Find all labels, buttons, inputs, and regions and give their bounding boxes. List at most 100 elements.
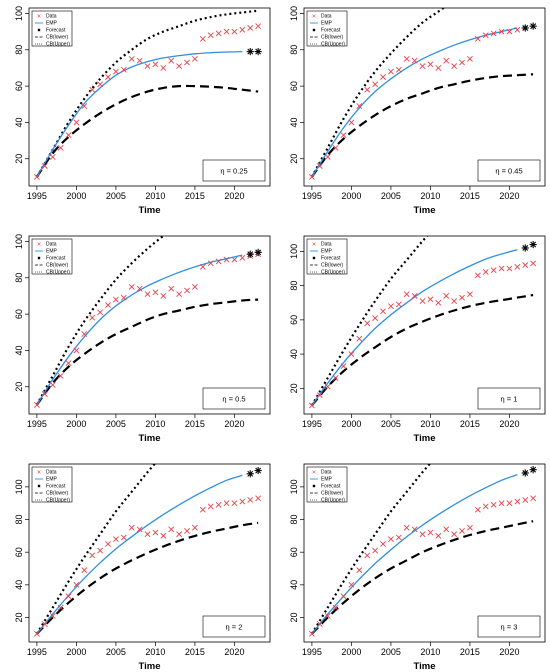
data-point [152, 529, 159, 536]
data-point [514, 263, 521, 270]
data-point [316, 163, 323, 169]
legend-forecast-marker [37, 484, 41, 488]
data-point [128, 283, 135, 290]
legend-entry-label: CB(Upper) [46, 42, 70, 48]
plot-area [33, 9, 262, 180]
data-point [419, 298, 426, 304]
x-tick-label: 2015 [460, 419, 480, 429]
legend-entry-label: CB(Upper) [321, 42, 345, 48]
x-axis-title: Time [138, 661, 160, 672]
data-point [467, 55, 473, 62]
forecast-point [254, 466, 262, 475]
data-point [57, 604, 64, 611]
data-point [239, 26, 246, 33]
y-tick-label: 20 [14, 612, 24, 622]
data-point [73, 347, 80, 354]
data-point [435, 65, 442, 71]
data-point [498, 28, 505, 35]
plot-frame [303, 235, 546, 415]
legend-entry-label: Data [46, 242, 57, 248]
data-point [387, 303, 394, 310]
x-axis-title: Time [138, 205, 160, 216]
data-point [506, 28, 513, 35]
data-point [112, 296, 119, 303]
chart-panel-2: 1995 2000 2005 2010 2015 202020406080100TimeD… [289, 6, 546, 216]
data-point [57, 372, 64, 379]
eta-label-box: η = 0.25 [202, 159, 266, 182]
x-tick-label: 1995 [302, 191, 322, 201]
data-point [316, 392, 323, 399]
y-tick-label: 60 [289, 81, 299, 91]
data-point [380, 74, 386, 80]
lower-bound-line [311, 520, 534, 635]
lower-bound-line [35, 84, 259, 178]
x-axis-title: Time [413, 205, 435, 216]
data-point [128, 55, 135, 62]
plot-frame [28, 463, 271, 643]
data-point [33, 630, 40, 637]
data-point [231, 500, 238, 507]
x-tick-label: 2010 [145, 647, 165, 657]
data-point [81, 103, 88, 109]
eta-label: η = 0.45 [495, 166, 522, 175]
data-point [144, 291, 151, 298]
data-point [57, 144, 64, 151]
data-point [160, 65, 167, 71]
data-point [522, 497, 529, 503]
legend-entry-label: CB(lower) [46, 263, 69, 269]
data-point [482, 32, 489, 39]
x-tick-label: 2020 [499, 647, 519, 657]
upper-bound-line [35, 236, 166, 406]
eta-label-box: η = 1 [477, 387, 541, 410]
x-tick-label: 2015 [460, 191, 480, 201]
data-point [231, 256, 238, 263]
data-point [136, 526, 143, 533]
data-point [207, 260, 214, 267]
upper-bound-line [35, 9, 259, 178]
x-tick-label: 2005 [381, 419, 401, 429]
data-point [490, 30, 497, 37]
data-point [49, 612, 56, 619]
plot-area [308, 464, 537, 637]
y-tick-label: 100 [14, 479, 24, 494]
data-point [255, 495, 262, 502]
y-tick-label: 100 [289, 244, 299, 259]
forecast-point [521, 244, 529, 252]
plot-frame [28, 235, 271, 415]
data-point [168, 285, 175, 292]
data-point [474, 272, 481, 279]
legend-entry-label: Forecast [321, 484, 341, 490]
data-point [332, 604, 339, 611]
data-point [41, 391, 48, 397]
x-tick-label: 1995 [302, 419, 322, 429]
data-point [65, 593, 72, 600]
eta-label-box: η = 3 [477, 615, 541, 638]
forecast-point [521, 469, 529, 477]
data-point [356, 335, 363, 342]
data-point [459, 294, 465, 301]
emp-line [36, 50, 243, 178]
y-tick-label: 20 [289, 612, 299, 622]
data-point [395, 534, 402, 541]
y-tick-label: 80 [289, 45, 299, 55]
data-point [451, 298, 458, 304]
x-tick-label: 1995 [27, 419, 47, 429]
x-tick-label: 2005 [381, 647, 401, 657]
legend-entry-label: Data [321, 470, 332, 476]
y-tick-label: 100 [14, 6, 24, 21]
forecast-point [529, 240, 537, 249]
y-tick-label: 100 [289, 479, 299, 494]
data-point [160, 532, 167, 539]
y-tick-label: 60 [14, 309, 24, 319]
data-point [308, 174, 315, 180]
data-point [364, 86, 371, 93]
legend-forecast-marker [312, 256, 316, 260]
data-point [176, 63, 183, 70]
data-point [65, 360, 72, 367]
data-point [97, 81, 104, 88]
x-tick-label: 2020 [499, 191, 519, 201]
data-point [255, 23, 262, 30]
